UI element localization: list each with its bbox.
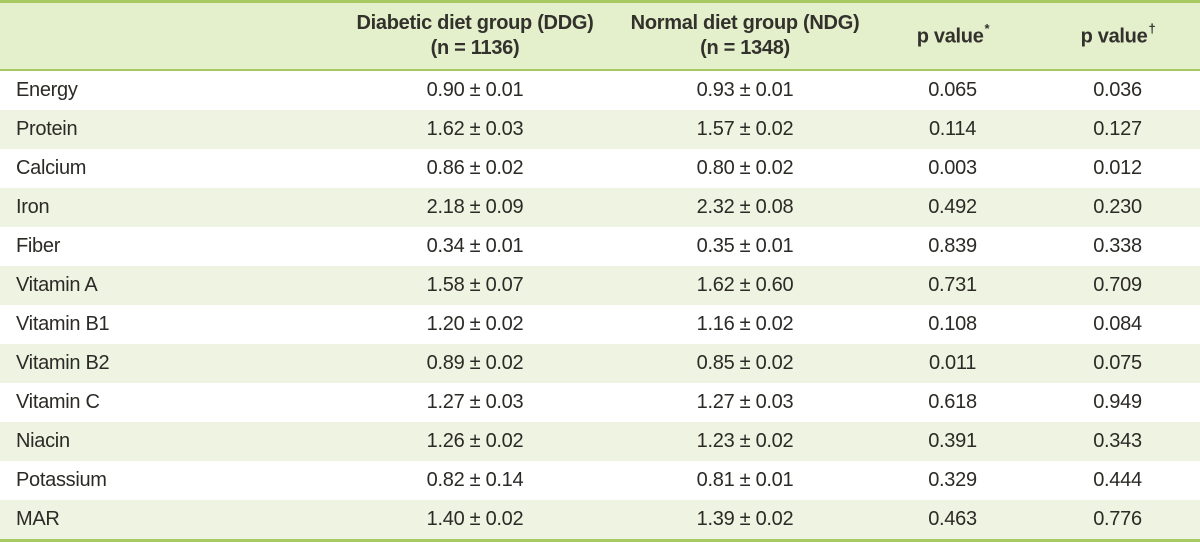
ndg-value-cell: 1.39 ± 0.02 [620, 499, 870, 541]
ndg-value-cell: 0.93 ± 0.01 [620, 70, 870, 111]
ddg-value-cell: 0.90 ± 0.01 [330, 70, 620, 111]
nutrient-name-cell: Energy [0, 70, 330, 111]
nutrient-name-cell: Protein [0, 110, 330, 149]
ndg-value-cell: 0.85 ± 0.02 [620, 343, 870, 383]
table-body: Energy 0.90 ± 0.01 0.93 ± 0.01 0.065 0.036 Pr… [0, 70, 1200, 541]
pvalue2-cell: 0.075 [1035, 343, 1200, 383]
nutrient-name-cell: Vitamin A [0, 265, 330, 305]
pvalue1-cell: 0.492 [870, 187, 1035, 227]
pvalue1-cell: 0.011 [870, 343, 1035, 383]
ndg-value-cell: 0.80 ± 0.02 [620, 149, 870, 188]
pvalue1-cell: 0.108 [870, 304, 1035, 344]
col-header-pvalue-2: p value† [1035, 1, 1200, 71]
ndg-value-cell: 0.81 ± 0.01 [620, 460, 870, 500]
ddg-value-cell: 1.58 ± 0.07 [330, 265, 620, 305]
ndg-value-cell: 1.23 ± 0.02 [620, 421, 870, 461]
ndg-value-cell: 1.57 ± 0.02 [620, 110, 870, 149]
col-header-ddg-title: Diabetic diet group (DDG) [356, 12, 594, 34]
table-row: Vitamin B1 1.20 ± 0.02 1.16 ± 0.02 0.108 0.0… [0, 304, 1200, 344]
col-header-ndg: Normal diet group (NDG) (n = 1348) [620, 1, 870, 71]
table-row: MAR 1.40 ± 0.02 1.39 ± 0.02 0.463 0.776 [0, 499, 1200, 541]
col-header-ndg-title: Normal diet group (NDG) [630, 12, 860, 34]
pvalue2-cell: 0.230 [1035, 187, 1200, 227]
pvalue2-cell: 0.012 [1035, 149, 1200, 188]
pvalue2-cell: 0.127 [1035, 110, 1200, 149]
ndg-value-cell: 0.35 ± 0.01 [620, 226, 870, 266]
pvalue2-cell: 0.084 [1035, 304, 1200, 344]
table-row: Iron 2.18 ± 0.09 2.32 ± 0.08 0.492 0.230 [0, 187, 1200, 227]
pvalue2-cell: 0.343 [1035, 421, 1200, 461]
ddg-value-cell: 0.86 ± 0.02 [330, 149, 620, 188]
nutrient-name-cell: Potassium [0, 460, 330, 500]
table-row: Vitamin A 1.58 ± 0.07 1.62 ± 0.60 0.731 0.70… [0, 265, 1200, 305]
pvalue1-cell: 0.329 [870, 460, 1035, 500]
ddg-value-cell: 1.40 ± 0.02 [330, 499, 620, 541]
col-header-pvalue-1: p value* [870, 1, 1035, 71]
nutrient-name-cell: Vitamin B1 [0, 304, 330, 344]
nutrient-name-cell: Niacin [0, 421, 330, 461]
nutrient-name-cell: Vitamin B2 [0, 343, 330, 383]
ddg-value-cell: 2.18 ± 0.09 [330, 187, 620, 227]
dagger-footnote-mark: † [1148, 20, 1156, 36]
pvalue2-cell: 0.338 [1035, 226, 1200, 266]
ndg-value-cell: 1.27 ± 0.03 [620, 382, 870, 422]
pvalue2-cell: 0.949 [1035, 382, 1200, 422]
table-row: Fiber 0.34 ± 0.01 0.35 ± 0.01 0.839 0.338 [0, 226, 1200, 266]
nutrient-name-cell: Calcium [0, 149, 330, 188]
col-header-ddg: Diabetic diet group (DDG) (n = 1136) [330, 1, 620, 71]
nutrient-name-cell: Fiber [0, 226, 330, 266]
pvalue1-label: p value [916, 25, 984, 48]
pvalue2-cell: 0.444 [1035, 460, 1200, 500]
table-row: Potassium 0.82 ± 0.14 0.81 ± 0.01 0.329 0.44… [0, 460, 1200, 500]
pvalue2-cell: 0.036 [1035, 70, 1200, 111]
col-header-ndg-n: (n = 1348) [700, 37, 790, 59]
pvalue1-cell: 0.463 [870, 499, 1035, 541]
ddg-value-cell: 0.34 ± 0.01 [330, 226, 620, 266]
table-row: Protein 1.62 ± 0.03 1.57 ± 0.02 0.114 0.127 [0, 110, 1200, 149]
ddg-value-cell: 0.89 ± 0.02 [330, 343, 620, 383]
col-header-ddg-n: (n = 1136) [430, 37, 520, 59]
nutrient-name-cell: Vitamin C [0, 382, 330, 422]
ddg-value-cell: 1.27 ± 0.03 [330, 382, 620, 422]
ndg-value-cell: 1.16 ± 0.02 [620, 304, 870, 344]
pvalue2-cell: 0.709 [1035, 265, 1200, 305]
asterisk-footnote-mark: * [984, 20, 990, 36]
table-row: Vitamin C 1.27 ± 0.03 1.27 ± 0.03 0.618 0.94… [0, 382, 1200, 422]
pvalue1-cell: 0.114 [870, 110, 1035, 149]
pvalue2-cell: 0.776 [1035, 499, 1200, 541]
col-header-nutrient [0, 1, 330, 71]
ddg-value-cell: 1.20 ± 0.02 [330, 304, 620, 344]
ddg-value-cell: 0.82 ± 0.14 [330, 460, 620, 500]
table-row: Energy 0.90 ± 0.01 0.93 ± 0.01 0.065 0.036 [0, 70, 1200, 111]
pvalue1-cell: 0.839 [870, 226, 1035, 266]
nutrient-name-cell: Iron [0, 187, 330, 227]
pvalue1-cell: 0.391 [870, 421, 1035, 461]
table-row: Vitamin B2 0.89 ± 0.02 0.85 ± 0.02 0.011 0.0… [0, 343, 1200, 383]
pvalue1-cell: 0.731 [870, 265, 1035, 305]
ndg-value-cell: 2.32 ± 0.08 [620, 187, 870, 227]
table-row: Niacin 1.26 ± 0.02 1.23 ± 0.02 0.391 0.343 [0, 421, 1200, 461]
nutrient-name-cell: MAR [0, 499, 330, 541]
pvalue2-label: p value [1080, 25, 1148, 48]
header-row: Diabetic diet group (DDG) (n = 1136) Nor… [0, 1, 1200, 71]
pvalue1-cell: 0.065 [870, 70, 1035, 111]
pvalue1-cell: 0.003 [870, 149, 1035, 188]
pvalue1-cell: 0.618 [870, 382, 1035, 422]
ddg-value-cell: 1.26 ± 0.02 [330, 421, 620, 461]
table-row: Calcium 0.86 ± 0.02 0.80 ± 0.02 0.003 0.012 [0, 149, 1200, 188]
ddg-value-cell: 1.62 ± 0.03 [330, 110, 620, 149]
ndg-value-cell: 1.62 ± 0.60 [620, 265, 870, 305]
